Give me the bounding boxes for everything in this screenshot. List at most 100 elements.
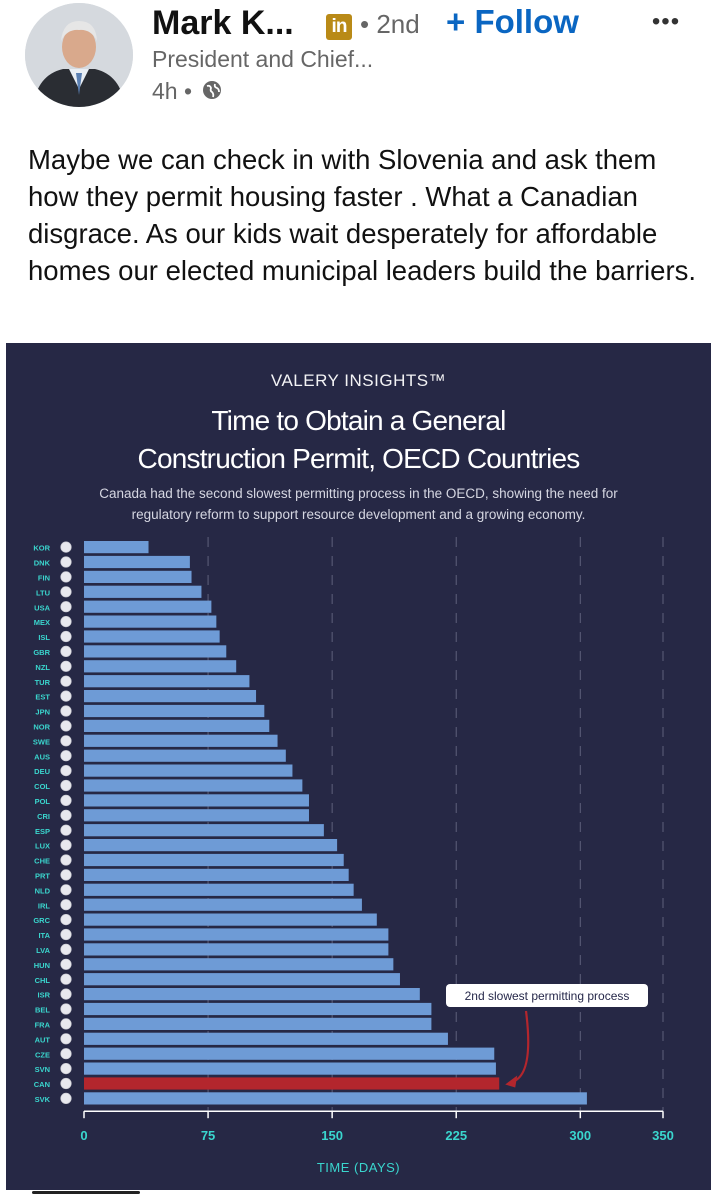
category-label: AUT (35, 1035, 51, 1044)
bar-tur (84, 675, 250, 688)
category-label: DEU (34, 767, 50, 776)
category-label: DNK (34, 559, 51, 568)
bar-swe (84, 734, 278, 747)
chart-subtitle-line2: regulatory reform to support resource de… (131, 507, 586, 522)
bar-lux (84, 839, 338, 852)
category-label: ITA (38, 931, 50, 940)
flag-icon (60, 1077, 72, 1090)
chart-image[interactable]: VALERY INSIGHTS™ Time to Obtain a Genera… (6, 343, 711, 1190)
category-label: CZE (35, 1050, 50, 1059)
author-name[interactable]: Mark K... (152, 4, 294, 42)
flag-icon (60, 705, 72, 717)
flag-icon (60, 1062, 72, 1075)
flag-icon (60, 1048, 72, 1060)
category-label: HUN (34, 961, 50, 970)
bar-cze (84, 1047, 495, 1060)
x-tick-label: 350 (652, 1128, 674, 1143)
bar-che (84, 853, 344, 867)
chart-title-line1: Time to Obtain a General (211, 405, 506, 436)
flag-icon (60, 586, 72, 598)
bar-chart: KOR DNK FIN LTU USA MEX ISL GBR NZL TUR EST JPN NOR S… (33, 537, 674, 1143)
flag-icon (60, 779, 72, 792)
flag-icon (60, 973, 72, 985)
flag-icon (60, 869, 72, 881)
category-label: CAN (34, 1080, 50, 1089)
bar-hun (84, 958, 394, 971)
category-label: KOR (33, 544, 50, 553)
flag-icon (60, 616, 72, 628)
bar-can (84, 1077, 500, 1090)
connection-degree: • 2nd (360, 9, 420, 39)
bar-deu (84, 764, 293, 777)
bar-prt (84, 868, 349, 881)
category-label: EST (35, 693, 50, 702)
bar-jpn (84, 704, 265, 718)
flag-icon (60, 824, 72, 836)
avatar[interactable] (25, 3, 133, 107)
bar-fra (84, 1017, 432, 1030)
annotation-label: 2nd slowest permitting process (465, 989, 630, 1003)
category-label: NZL (35, 663, 50, 672)
bar-esp (84, 824, 324, 837)
bar-grc (84, 913, 377, 926)
bar-cri (84, 809, 309, 822)
flag-icon (60, 660, 72, 672)
flag-icon (60, 675, 72, 687)
annotation-box (446, 984, 648, 1007)
flag-icon (60, 928, 72, 941)
flag-icon (60, 601, 72, 613)
flag-icon (60, 958, 72, 970)
x-tick-label: 150 (321, 1128, 343, 1143)
category-label: IRL (38, 901, 51, 910)
flag-icon (60, 645, 72, 658)
category-label: LUX (35, 842, 50, 851)
bar-bel (84, 1002, 432, 1016)
category-label: SWE (33, 737, 50, 746)
category-label: COL (34, 782, 50, 791)
category-label: CHE (34, 857, 50, 866)
bar-pol (84, 794, 309, 807)
bar-nor (84, 719, 270, 732)
bar-col (84, 779, 303, 792)
category-label: FRA (35, 1021, 51, 1030)
flag-icon (60, 839, 72, 851)
globe-icon (202, 79, 222, 106)
x-axis-title: TIME (DAYS) (316, 1160, 401, 1175)
post-meta: 4h • (152, 78, 222, 106)
flag-icon (60, 1018, 72, 1030)
category-label: CHL (35, 976, 51, 985)
flag-icon (60, 1033, 72, 1045)
bar-svn (84, 1062, 496, 1075)
flag-icon (60, 541, 72, 553)
flag-icon (60, 809, 72, 821)
annotation-arrow (512, 1010, 530, 1083)
flag-icon (60, 988, 72, 1000)
flag-icon (60, 899, 72, 911)
category-label: TUR (35, 678, 51, 687)
annotation-arrowhead (505, 1075, 518, 1088)
more-options-icon[interactable]: ••• (651, 8, 681, 35)
flag-icon (60, 750, 72, 762)
category-label: GRC (33, 916, 50, 925)
flag-icon (60, 1092, 72, 1105)
bar-isl (84, 630, 220, 643)
bar-nzl (84, 660, 237, 673)
x-tick-label: 225 (445, 1128, 467, 1143)
x-tick-label: 75 (201, 1128, 215, 1143)
category-label: LVA (36, 946, 50, 955)
bar-ita (84, 928, 389, 941)
flag-icon (60, 735, 72, 747)
follow-button[interactable]: + Follow (446, 3, 579, 40)
flag-icon (60, 571, 72, 583)
bar-nld (84, 883, 354, 896)
category-label: LTU (36, 588, 50, 597)
category-label: POL (35, 797, 51, 806)
bar-fin (84, 570, 192, 583)
category-label: SVK (35, 1095, 51, 1104)
flag-icon (60, 556, 72, 568)
chart-title-line2: Construction Permit, OECD Countries (137, 443, 581, 474)
category-label: FIN (38, 574, 50, 583)
flag-icon (60, 1003, 72, 1015)
post-time: 4h • (152, 78, 193, 104)
bar-chl (84, 973, 400, 986)
